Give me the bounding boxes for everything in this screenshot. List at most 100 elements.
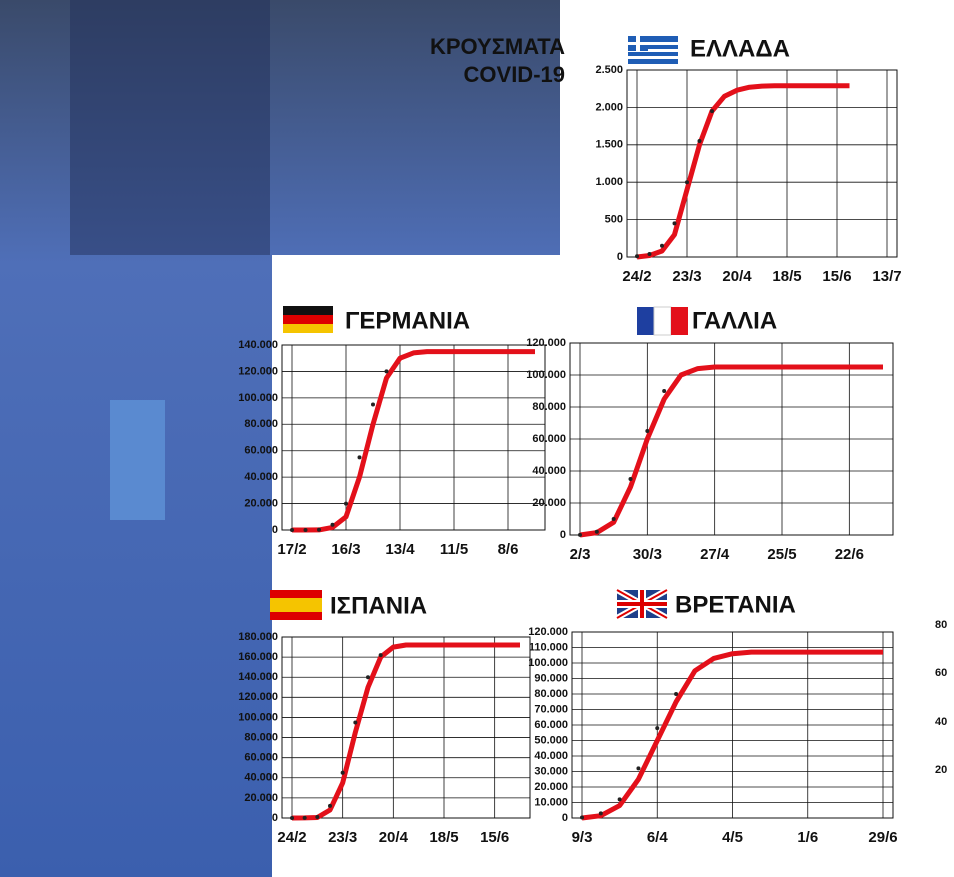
x-tick-label: 29/6 [868,829,897,846]
chart-title: ΒΡΕΤΑΝΙΑ [675,591,796,618]
data-dot [379,653,383,657]
x-tick-label: 15/6 [480,829,509,846]
data-dot [698,139,702,143]
photo-box [110,400,165,520]
y-tick-label: 60.000 [244,752,278,764]
data-dot [660,244,664,248]
y-tick-label: 120.000 [526,337,566,349]
y-tick-label: 140.000 [238,339,278,351]
y-tick-label: 1.000 [595,176,623,188]
y-tick-label: 2.500 [595,64,623,76]
y-tick-label: 80.000 [244,731,278,743]
y-tick-label: 0 [562,812,568,824]
y-tick-label: 0 [617,251,623,263]
data-dot [599,811,603,815]
data-dot [662,389,666,393]
edge-label: 20 [935,764,947,776]
data-dot [303,816,307,820]
flag-france [637,307,688,335]
edge-label: 40 [935,716,947,728]
y-tick-label: 120.000 [238,365,278,377]
y-tick-label: 0 [272,524,278,536]
data-dot [612,517,616,521]
data-dot [290,528,294,532]
chart-title: ΕΛΛΑΔΑ [690,35,790,62]
edge-label: 60 [935,667,947,679]
data-dot [341,771,345,775]
chart-title: ΓΑΛΛΙΑ [692,307,777,334]
x-tick-label: 22/6 [835,546,864,563]
x-tick-label: 1/6 [797,829,818,846]
data-dot [385,369,389,373]
data-dot [304,528,308,532]
x-tick-label: 24/2 [622,268,651,285]
chart-title: ΙΣΠΑΝΙΑ [330,592,427,619]
y-tick-label: 40.000 [244,471,278,483]
y-tick-label: 60.000 [532,433,566,445]
y-tick-label: 30.000 [534,765,568,777]
y-tick-label: 0 [272,812,278,824]
y-tick-label: 80.000 [534,688,568,700]
y-tick-label: 40.000 [532,465,566,477]
data-dot [710,109,714,113]
x-tick-label: 9/3 [572,829,593,846]
data-dot [290,816,294,820]
data-dot [635,254,639,258]
data-dot [371,402,375,406]
data-dot [636,766,640,770]
data-dot [358,455,362,459]
y-tick-label: 60.000 [244,445,278,457]
data-dot [315,815,319,819]
y-tick-label: 140.000 [238,671,278,683]
data-dot [648,252,652,256]
data-dot [629,477,633,481]
y-tick-label: 180.000 [238,631,278,643]
x-tick-label: 20/4 [722,268,752,285]
header: COVID-19 [464,62,565,87]
x-tick-label: 24/2 [277,829,306,846]
data-dot [673,221,677,225]
x-tick-label: 23/3 [672,268,701,285]
x-tick-label: 20/4 [379,829,409,846]
x-tick-label: 2/3 [570,546,591,563]
data-dot [674,692,678,696]
data-dot [578,533,582,537]
page-canvas: ΚΡΟΥΣΜΑΤΑ COVID-19 8060402005001.0001.50… [0,0,954,877]
x-tick-label: 18/5 [772,268,801,285]
y-tick-label: 10.000 [534,796,568,808]
y-tick-label: 20.000 [534,781,568,793]
x-tick-label: 15/6 [822,268,851,285]
x-tick-label: 17/2 [277,541,306,558]
data-dot [353,720,357,724]
y-tick-label: 40.000 [244,772,278,784]
y-tick-label: 20.000 [244,792,278,804]
x-tick-label: 13/4 [385,541,415,558]
x-tick-label: 23/3 [328,829,357,846]
y-tick-label: 100.000 [238,711,278,723]
y-tick-label: 110.000 [529,641,568,653]
data-dot [685,180,689,184]
x-tick-label: 8/6 [498,541,519,558]
y-tick-label: 120.000 [238,691,278,703]
y-tick-label: 20.000 [532,497,566,509]
page: ΚΡΟΥΣΜΑΤΑ COVID-19 8060402005001.0001.50… [0,0,954,877]
y-tick-label: 500 [605,214,623,226]
y-tick-label: 20.000 [244,497,278,509]
x-tick-label: 4/5 [722,829,743,846]
y-tick-label: 80.000 [244,418,278,430]
x-tick-label: 25/5 [767,546,796,563]
plot-frame [282,637,530,818]
y-tick-label: 100.000 [238,392,278,404]
x-tick-label: 27/4 [700,546,730,563]
data-dot [331,523,335,527]
flag-spain [270,590,322,620]
y-tick-label: 1.500 [595,139,623,151]
y-tick-label: 100.000 [526,369,566,381]
chart-title: ΓΕΡΜΑΝΙΑ [345,307,470,334]
x-tick-label: 6/4 [647,829,669,846]
y-tick-label: 70.000 [534,703,568,715]
y-tick-label: 40.000 [534,750,568,762]
plot-frame [627,70,897,257]
x-tick-label: 30/3 [633,546,662,563]
data-dot [595,530,599,534]
